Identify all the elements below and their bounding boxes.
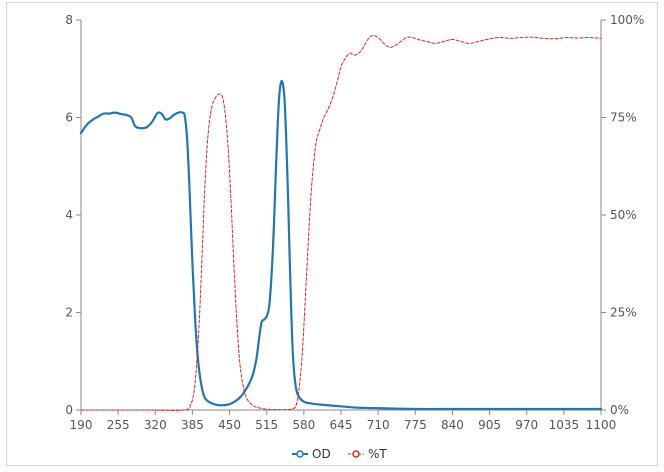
y-right-tick-label: 100% — [610, 13, 644, 27]
y-left-tick-label: 0 — [65, 403, 73, 417]
y-left-tick-label: 2 — [65, 306, 73, 320]
x-tick-label: 1035 — [549, 418, 580, 432]
y-right-tick-label: 0% — [610, 403, 629, 417]
x-tick-label: 320 — [144, 418, 167, 432]
y-left-tick-label: 8 — [65, 13, 73, 27]
x-tick-label: 580 — [292, 418, 315, 432]
y-right-tick-label: 50% — [610, 208, 637, 222]
legend-marker — [296, 450, 304, 458]
legend-label: %T — [368, 447, 387, 461]
legend-label: OD — [312, 447, 331, 461]
legend-item[interactable]: %T — [348, 447, 387, 461]
axes: 190 255 320 385 450 515 580 645 710 775 840 905 970 1… — [65, 13, 644, 432]
series-line-od — [79, 79, 603, 411]
series-layer — [79, 35, 603, 411]
x-tick-label: 905 — [478, 418, 501, 432]
chart-frame — [6, 2, 658, 466]
x-tick-label: 450 — [218, 418, 241, 432]
x-tick-label: 515 — [255, 418, 278, 432]
y-right-tick-label: 25% — [610, 306, 637, 320]
legend-item[interactable]: OD — [292, 447, 331, 461]
x-tick-label: 970 — [515, 418, 538, 432]
x-tick-label: 710 — [367, 418, 390, 432]
x-tick-label: 190 — [70, 418, 93, 432]
series-line-t — [80, 35, 602, 411]
y-left-tick-label: 4 — [65, 208, 73, 222]
x-tick-label: 645 — [330, 418, 353, 432]
x-tick-label: 775 — [404, 418, 427, 432]
legend[interactable]: OD %T — [292, 447, 387, 461]
x-tick-label: 840 — [441, 418, 464, 432]
y-left-tick-label: 6 — [65, 111, 73, 125]
y-right-tick-label: 75% — [610, 111, 637, 125]
legend-marker — [352, 450, 360, 458]
x-tick-label: 1100 — [586, 418, 617, 432]
x-tick-label: 385 — [181, 418, 204, 432]
x-tick-label: 255 — [107, 418, 130, 432]
